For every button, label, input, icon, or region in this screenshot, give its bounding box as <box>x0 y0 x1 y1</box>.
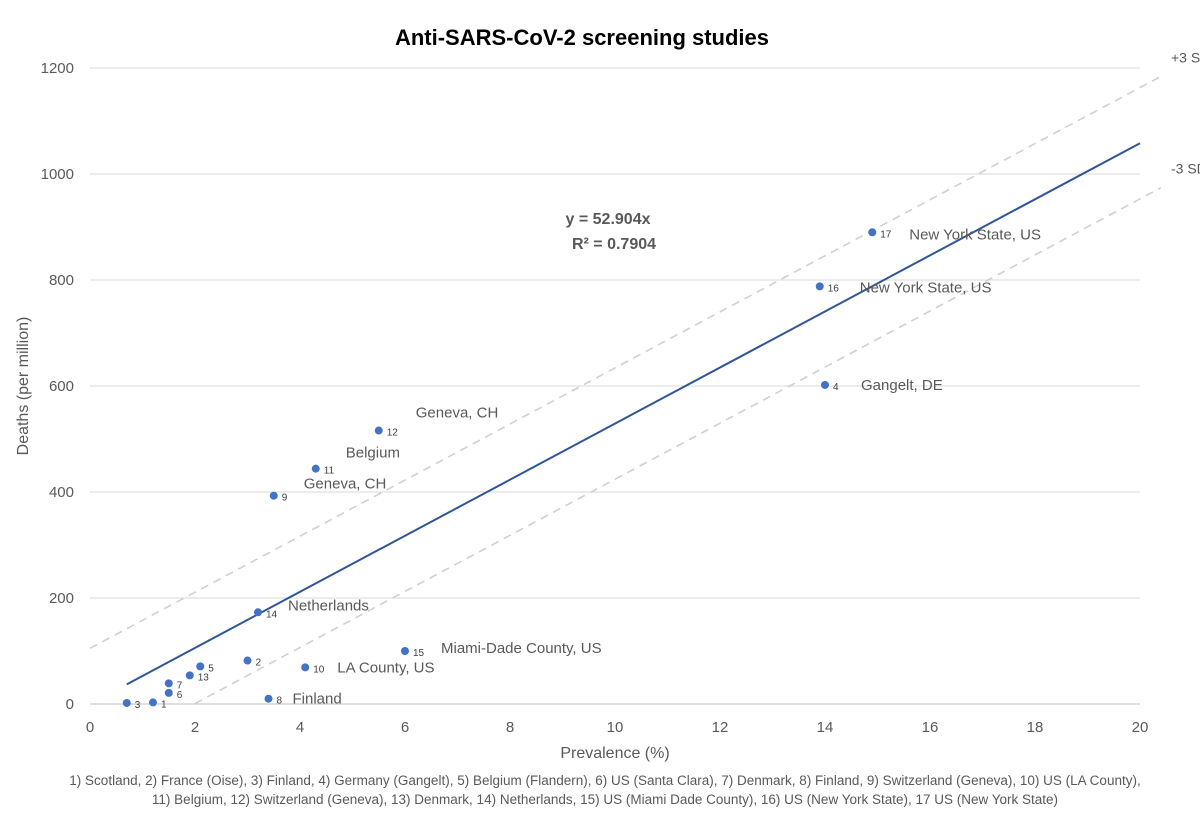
data-point-number-10: 10 <box>313 664 325 675</box>
minus-3sd-line <box>194 186 1162 705</box>
data-point-10 <box>301 663 310 672</box>
data-point-number-14: 14 <box>266 609 278 620</box>
minus-3sd-label: -3 SD <box>1171 161 1200 177</box>
data-point-17 <box>868 228 877 237</box>
data-point-number-6: 6 <box>177 690 183 701</box>
data-point-name-15: Miami-Dade County, US <box>441 640 602 657</box>
data-point-name-11: Belgium <box>346 445 400 462</box>
trend-equation: y = 52.904x <box>566 211 651 228</box>
plus-3sd-line <box>89 75 1162 650</box>
data-point-number-4: 4 <box>833 382 839 393</box>
data-point-1 <box>149 698 157 707</box>
trendline <box>126 142 1141 686</box>
data-point-number-9: 9 <box>282 493 288 504</box>
trendline-layer <box>126 142 1141 686</box>
x-tick-label: 8 <box>506 719 514 736</box>
x-tick-label: 14 <box>817 719 834 736</box>
x-tick-label: 12 <box>712 719 729 736</box>
data-point-5 <box>196 662 205 671</box>
y-tick-label: 1200 <box>41 60 74 77</box>
data-point-16 <box>815 282 824 291</box>
data-point-2 <box>243 656 252 665</box>
y-tick-label: 400 <box>49 484 74 501</box>
y-tick-label: 600 <box>49 378 74 395</box>
grid-layer <box>90 67 1140 705</box>
data-point-name-14: Netherlands <box>288 597 369 614</box>
data-point-name-10: LA County, US <box>337 659 434 676</box>
data-point-8 <box>264 694 273 703</box>
data-point-number-15: 15 <box>413 648 425 659</box>
data-point-number-16: 16 <box>828 283 840 294</box>
data-point-number-3: 3 <box>135 700 141 711</box>
data-point-number-8: 8 <box>277 696 283 707</box>
x-axis-label: Prevalence (%) <box>560 745 669 762</box>
data-point-name-9: Geneva, CH <box>304 476 387 493</box>
data-point-number-17: 17 <box>880 229 892 240</box>
data-point-number-5: 5 <box>208 663 214 674</box>
y-axis-label: Deaths (per million) <box>15 317 32 456</box>
sd-bands: +3 SD -3 SD <box>89 49 1200 705</box>
data-point-number-12: 12 <box>387 428 399 439</box>
trend-r-squared: R² = 0.7904 <box>572 236 656 253</box>
data-point-name-17: New York State, US <box>909 226 1041 243</box>
x-tick-label: 18 <box>1027 719 1044 736</box>
data-point-9 <box>269 491 278 500</box>
x-tick-label: 0 <box>86 719 94 736</box>
x-tick-label: 2 <box>191 719 199 736</box>
data-point-11 <box>311 464 320 473</box>
data-point-6 <box>164 688 173 697</box>
x-tick-label: 6 <box>401 719 409 736</box>
x-tick-label: 10 <box>607 719 624 736</box>
x-tick-label: 4 <box>296 719 304 736</box>
y-tick-label: 200 <box>49 590 74 607</box>
data-point-13 <box>185 671 194 680</box>
data-point-name-16: New York State, US <box>860 279 992 296</box>
data-point-number-2: 2 <box>256 658 262 669</box>
data-point-14 <box>254 608 262 617</box>
data-point-name-12: Geneva, CH <box>416 405 499 422</box>
y-tick-label: 0 <box>66 696 74 713</box>
data-point-number-13: 13 <box>198 672 210 683</box>
data-point-7 <box>164 679 173 688</box>
data-point-name-8: Finland <box>293 691 342 708</box>
scatter-chart: Anti-SARS-CoV-2 screening studies +3 SD -… <box>15 25 1200 762</box>
data-point-15 <box>401 647 409 655</box>
data-point-4 <box>821 380 829 389</box>
data-point-number-1: 1 <box>161 699 167 710</box>
data-point-12 <box>374 426 383 435</box>
study-footnote: 1) Scotland, 2) France (Oise), 3) Finlan… <box>69 773 1141 807</box>
chart-title: Anti-SARS-CoV-2 screening studies <box>395 25 769 50</box>
x-tick-label: 20 <box>1132 719 1149 736</box>
data-point-number-7: 7 <box>177 680 183 691</box>
plus-3sd-label: +3 SD <box>1171 49 1200 65</box>
data-point-3 <box>122 698 131 707</box>
data-point-number-11: 11 <box>324 466 335 477</box>
data-point-name-4: Gangelt, DE <box>861 377 943 394</box>
x-tick-label: 16 <box>922 719 939 736</box>
y-tick-label: 1000 <box>41 166 74 183</box>
y-tick-label: 800 <box>49 272 74 289</box>
